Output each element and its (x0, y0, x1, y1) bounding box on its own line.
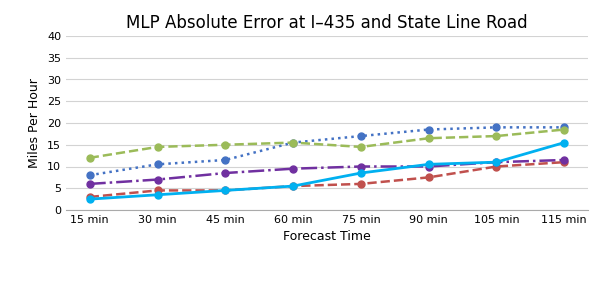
12/17/2019 (290, 184, 297, 188)
12/16/2019 (86, 182, 94, 186)
11/29/2019 (222, 189, 229, 192)
12/17/2019 (357, 171, 364, 175)
11/11/2019 (425, 128, 432, 131)
12/15/2019 (493, 134, 500, 138)
Line: 12/17/2019: 12/17/2019 (86, 139, 568, 203)
12/15/2019 (290, 141, 297, 144)
11/11/2019 (154, 163, 161, 166)
Line: 11/29/2019: 11/29/2019 (86, 159, 568, 200)
11/11/2019 (222, 158, 229, 162)
12/17/2019 (560, 141, 568, 144)
12/17/2019 (222, 189, 229, 192)
12/17/2019 (154, 193, 161, 196)
12/15/2019 (425, 136, 432, 140)
12/15/2019 (560, 128, 568, 131)
Title: MLP Absolute Error at I–435 and State Line Road: MLP Absolute Error at I–435 and State Li… (126, 14, 528, 32)
Line: 12/15/2019: 12/15/2019 (86, 126, 568, 161)
12/17/2019 (86, 197, 94, 201)
X-axis label: Forecast Time: Forecast Time (283, 230, 371, 243)
11/29/2019 (425, 176, 432, 179)
12/16/2019 (222, 171, 229, 175)
11/29/2019 (493, 165, 500, 168)
11/29/2019 (357, 182, 364, 186)
12/15/2019 (86, 156, 94, 160)
12/16/2019 (154, 178, 161, 181)
12/16/2019 (493, 160, 500, 164)
11/29/2019 (154, 189, 161, 192)
11/11/2019 (357, 134, 364, 138)
12/16/2019 (560, 158, 568, 162)
11/11/2019 (493, 125, 500, 129)
11/29/2019 (86, 195, 94, 199)
11/11/2019 (560, 125, 568, 129)
12/17/2019 (425, 163, 432, 166)
12/15/2019 (154, 145, 161, 149)
Line: 11/11/2019: 11/11/2019 (86, 124, 568, 179)
12/15/2019 (222, 143, 229, 146)
12/16/2019 (290, 167, 297, 170)
11/11/2019 (290, 141, 297, 144)
12/15/2019 (357, 145, 364, 149)
11/29/2019 (290, 184, 297, 188)
11/29/2019 (560, 160, 568, 164)
12/16/2019 (425, 165, 432, 168)
12/16/2019 (357, 165, 364, 168)
Line: 12/16/2019: 12/16/2019 (86, 157, 568, 188)
12/17/2019 (493, 160, 500, 164)
Y-axis label: Miles Per Hour: Miles Per Hour (28, 78, 41, 168)
11/11/2019 (86, 173, 94, 177)
